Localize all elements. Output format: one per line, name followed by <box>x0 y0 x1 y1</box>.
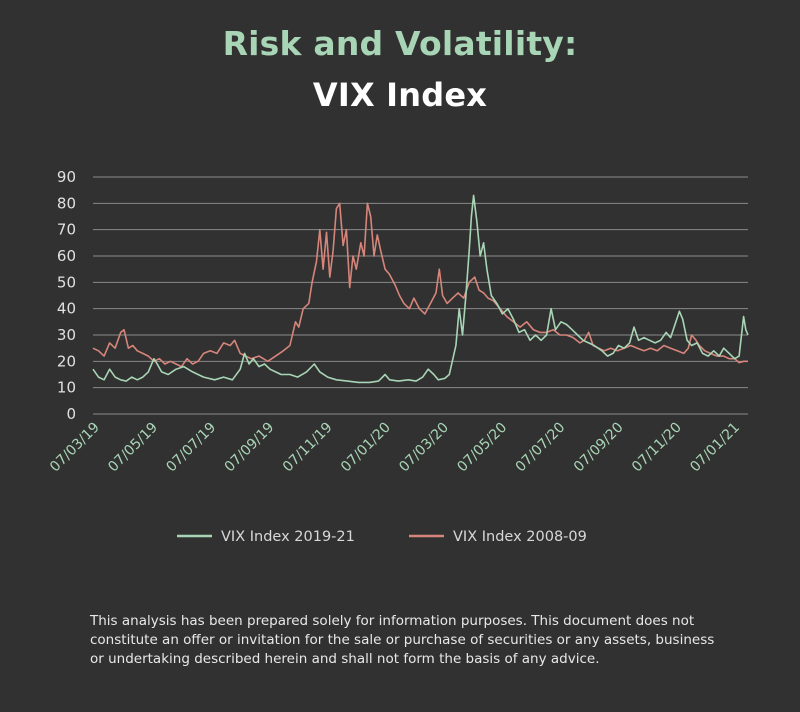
y-tick-label: 80 <box>57 194 76 212</box>
series-lines <box>92 194 749 384</box>
y-tick-label: 70 <box>57 221 76 239</box>
x-tick-label: 07/05/19 <box>105 420 161 476</box>
series-line-2019-21 <box>92 194 749 384</box>
x-tick-label: 07/01/21 <box>687 420 743 476</box>
y-tick-label: 40 <box>57 300 76 318</box>
chart-title: Risk and Volatility: <box>222 24 578 63</box>
grid-lines <box>93 176 748 415</box>
legend-label: VIX Index 2008-09 <box>453 529 587 545</box>
y-tick-label: 50 <box>57 273 76 291</box>
x-tick-label: 07/07/19 <box>163 420 219 476</box>
x-tick-label: 07/11/20 <box>629 420 685 476</box>
y-tick-label: 90 <box>57 168 76 186</box>
x-tick-label: 07/03/19 <box>47 420 103 476</box>
chart-subtitle: VIX Index <box>312 76 488 114</box>
x-tick-label: 07/03/20 <box>396 420 452 476</box>
series-line-2008-09 <box>92 202 748 368</box>
x-tick-label: 07/01/20 <box>338 420 394 476</box>
legend-label: VIX Index 2019-21 <box>221 529 355 545</box>
disclaimer-text: This analysis has been prepared solely f… <box>90 613 715 667</box>
x-tick-label: 07/09/20 <box>571 420 627 476</box>
x-tick-label: 07/09/19 <box>222 420 278 476</box>
y-tick-label: 60 <box>57 247 76 265</box>
legend: VIX Index 2019-21 VIX Index 2008-09 <box>177 529 587 545</box>
y-tick-label: 20 <box>57 352 76 370</box>
x-tick-label: 07/07/20 <box>513 420 569 476</box>
y-tick-label: 0 <box>66 405 76 423</box>
y-axis-ticks: 0 10 20 30 40 50 60 70 80 90 <box>57 168 76 423</box>
x-tick-label: 07/05/20 <box>454 420 510 476</box>
y-tick-label: 30 <box>57 326 76 344</box>
y-tick-label: 10 <box>57 379 76 397</box>
x-tick-label: 07/11/19 <box>280 420 336 476</box>
x-axis-ticks: 07/03/19 07/05/19 07/07/19 07/09/19 07/11/19… <box>47 420 743 476</box>
